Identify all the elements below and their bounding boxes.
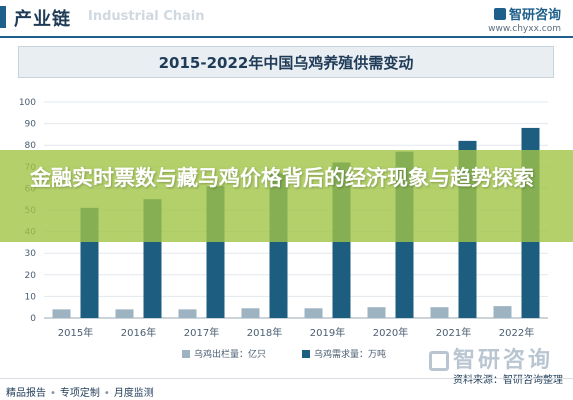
header-watermark: Industrial Chain — [88, 9, 205, 24]
header-accent-bar — [0, 6, 6, 28]
bar-supply — [115, 309, 134, 318]
headline-banner — [0, 150, 573, 242]
footer-divider — [0, 378, 573, 379]
brand-logo: 智研咨询 — [488, 4, 561, 23]
x-tick-label: 2020年 — [373, 326, 408, 339]
bar-supply — [178, 309, 197, 318]
bar-supply — [52, 309, 71, 318]
y-tick-label: 10 — [25, 292, 37, 302]
bar-supply — [241, 308, 260, 318]
x-tick-label: 2021年 — [436, 326, 471, 339]
legend: 乌鸡出栏量：亿只 乌鸡需求量：万吨 — [182, 348, 386, 360]
bar-supply — [493, 306, 512, 318]
footer-separator: • — [50, 388, 56, 399]
brand: 智研咨询 www.chyxx.com — [488, 4, 561, 34]
y-tick-label: 20 — [25, 271, 37, 281]
x-tick-label: 2017年 — [184, 326, 219, 339]
y-tick-label: 80 — [25, 141, 37, 151]
x-tick-label: 2019年 — [310, 326, 345, 339]
y-tick-label: 30 — [25, 249, 37, 259]
header-title: 产业链 — [14, 9, 71, 30]
footer-link-reports[interactable]: 精品报告 — [6, 388, 46, 399]
footer-links: 精品报告 • 专项定制 • 月度监测 — [6, 384, 154, 399]
brand-logo-icon — [493, 8, 506, 20]
footer-link-monitor[interactable]: 月度监测 — [113, 388, 154, 399]
legend-label: 乌鸡需求量：万吨 — [314, 348, 386, 360]
footer-separator: • — [103, 388, 110, 399]
header-divider — [0, 36, 573, 38]
x-tick-label: 2016年 — [121, 326, 156, 339]
bar-supply — [304, 308, 323, 318]
brand-url: www.chyxx.com — [488, 24, 561, 34]
headline-text: 金融实时票数与藏马鸡价格背后的经济现象与趋势探索 — [30, 166, 534, 190]
x-tick-label: 2015年 — [58, 326, 93, 339]
header: 产业链 Industrial Chain 智研咨询 www.chyxx.com — [0, 0, 573, 36]
chart-title: 2015-2022年中国乌鸡养殖供需变动 — [18, 46, 554, 78]
footer-link-custom[interactable]: 专项定制 — [59, 388, 100, 399]
y-tick-label: 90 — [25, 120, 37, 130]
x-tick-label: 2022年 — [499, 326, 534, 339]
bar-supply — [367, 307, 386, 318]
brand-name: 智研咨询 — [508, 8, 561, 23]
legend-swatch — [182, 350, 190, 358]
bar-supply — [430, 307, 449, 318]
legend-label: 乌鸡出栏量：亿只 — [194, 348, 266, 360]
x-axis: 2015年 2016年 2017年 2018年 2019年 2020年 2021年 2022年 — [58, 326, 534, 339]
brand-watermark-icon — [428, 351, 449, 371]
brand-watermark: 智研咨询 — [428, 342, 553, 374]
legend-swatch — [302, 350, 310, 358]
brand-watermark-text: 智研咨询 — [452, 348, 553, 373]
y-tick-label: 0 — [30, 314, 36, 324]
x-tick-label: 2018年 — [247, 326, 282, 339]
source-note: 资料来源：智研咨询整理 — [453, 375, 563, 386]
y-tick-label: 100 — [19, 98, 36, 108]
